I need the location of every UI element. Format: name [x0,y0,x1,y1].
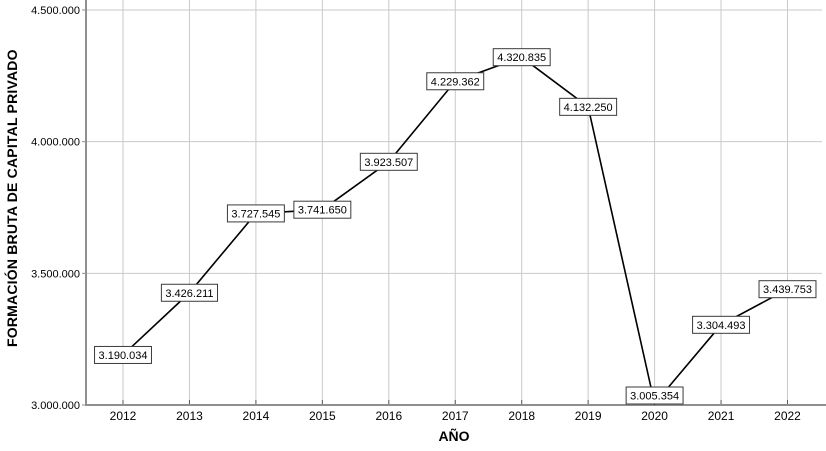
point-label-box [94,345,152,364]
point-label: 3.727.545 [231,208,280,220]
point-label: 4.132.250 [564,102,613,114]
x-tick-label: 2019 [575,409,602,423]
y-tick-label: 3.500.000 [31,268,80,280]
point-label-box [692,315,751,334]
point-label: 3.304.493 [697,320,746,332]
y-tick-label: 4.000.000 [31,137,80,149]
x-tick-label: 2021 [708,409,735,423]
point-label-box [293,200,352,219]
point-label: 3.923.507 [364,157,413,169]
point-label-box [359,152,418,171]
x-tick-label: 2013 [176,409,203,423]
point-label: 3.190.034 [99,350,148,362]
x-tick-label: 2012 [110,409,137,423]
point-label-box [758,280,817,299]
point-label: 3.426.211 [165,288,213,300]
x-axis-title: AÑO [438,428,470,444]
point-label: 3.439.753 [763,284,812,296]
x-tick-label: 2018 [508,409,535,423]
x-tick-label: 2014 [243,409,270,423]
y-tick-label: 4.500.000 [31,5,80,17]
point-label-box [226,204,285,223]
point-label: 4.320.835 [497,52,546,64]
x-tick-label: 2016 [375,409,402,423]
x-tick-label: 2015 [309,409,336,423]
x-tick-label: 2020 [641,409,668,423]
point-label-box [426,72,485,91]
point-label: 4.229.362 [431,76,480,88]
point-label: 3.005.354 [630,391,679,403]
point-label-box [625,386,684,405]
point-label-box [559,97,618,116]
x-tick-label: 2022 [774,409,801,423]
y-axis-title: FORMACIÓN BRUTA DE CAPITAL PRIVADO [4,49,20,347]
point-label: 3.741.650 [298,205,347,217]
x-tick-label: 2017 [442,409,469,423]
y-tick-label: 3.000.000 [31,400,80,412]
point-label-box [160,283,219,302]
point-label-box [492,48,551,67]
